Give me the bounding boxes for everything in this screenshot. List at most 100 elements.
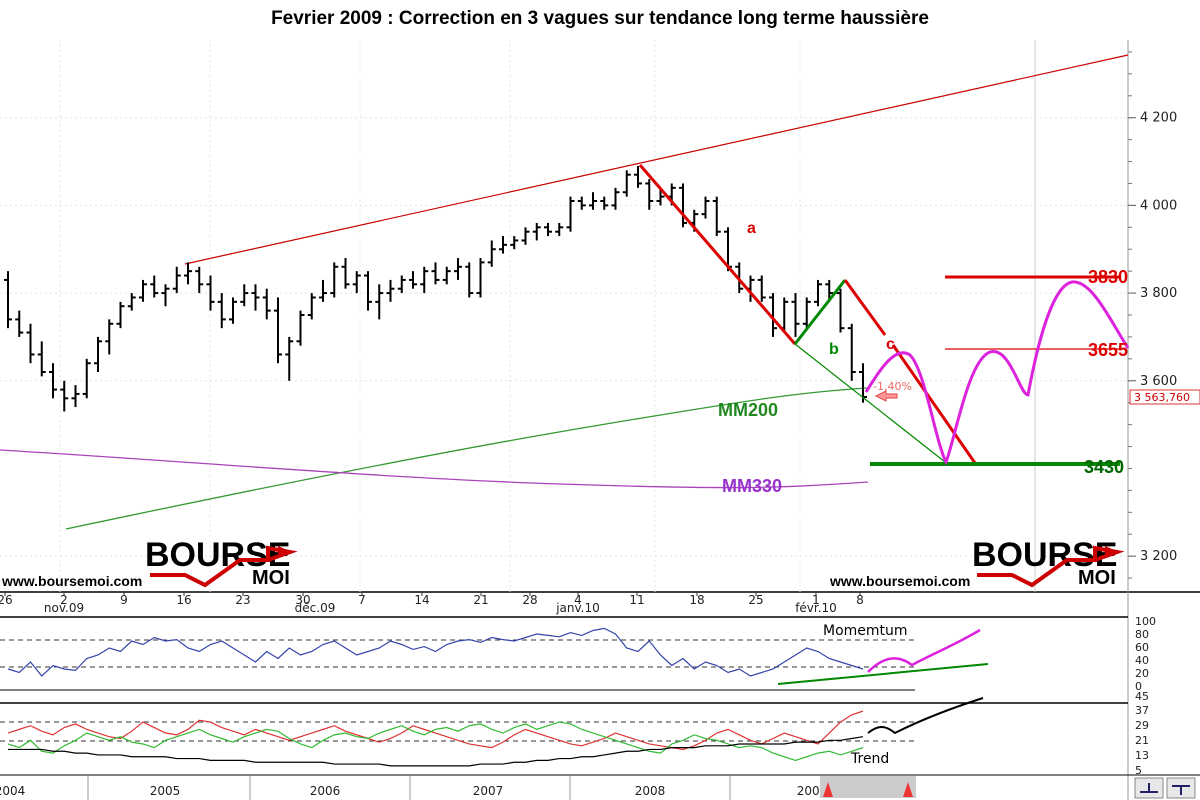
month-label: févr.10	[795, 601, 837, 615]
momentum-tick-label: 60	[1135, 641, 1149, 654]
price-levels	[870, 275, 1120, 466]
price-bar	[409, 271, 417, 289]
zoom-out-button[interactable]	[1166, 777, 1196, 799]
year-label: 2008	[635, 784, 666, 798]
price-bar	[217, 293, 226, 329]
trend-label: Trend	[850, 751, 889, 767]
price-bar	[195, 266, 204, 294]
price-bar	[60, 380, 69, 412]
price-bar	[487, 240, 496, 267]
trend-tick-label: 45	[1135, 690, 1149, 703]
price-bar	[465, 262, 474, 298]
price-bar	[206, 275, 215, 311]
trend-projection	[867, 697, 984, 735]
brand-url-left: www.boursemoi.com	[1, 573, 142, 589]
price-bar	[37, 341, 46, 377]
date-tick-label: 14	[414, 593, 429, 607]
wave-label-c: c	[886, 336, 895, 353]
momentum-tick-label: 40	[1135, 654, 1149, 667]
price-bar	[307, 293, 316, 320]
price-bar	[397, 275, 406, 294]
projection-path	[864, 280, 1130, 466]
price-bar	[139, 279, 147, 302]
date-tick-label: 4	[574, 593, 582, 607]
momentum-projection	[867, 628, 981, 673]
price-bar	[150, 275, 159, 298]
projection-curve	[864, 280, 1130, 466]
grid-lines	[0, 40, 1128, 592]
last-price-arrow-icon	[874, 390, 898, 402]
price-bar	[847, 323, 856, 381]
price-bar	[544, 222, 552, 237]
trend-tick-label: 21	[1135, 734, 1149, 747]
momentum-tick-label: 20	[1135, 667, 1149, 680]
price-bar	[859, 363, 867, 403]
brand-logo-right: BOURSE MOI	[972, 536, 1125, 589]
price-bar	[499, 236, 507, 254]
date-tick-label: 8	[856, 593, 864, 607]
price-bar	[510, 236, 519, 250]
momentum-tick-label: 100	[1135, 615, 1156, 628]
momentum-line	[7, 627, 989, 685]
y-axis: 4 200 4 000 3 800 3 600 3 200	[1128, 51, 1177, 579]
wave-c-projection	[891, 344, 977, 464]
year-label: 2005	[150, 784, 181, 798]
price-bar	[532, 222, 541, 241]
zoom-in-icon	[1140, 783, 1158, 793]
price-bar	[116, 301, 125, 329]
price-bar	[15, 310, 24, 337]
pct-label: -1,40%	[873, 380, 912, 393]
level-3430-label: 3430	[1084, 457, 1124, 477]
momentum-tick-label: 0	[1135, 680, 1142, 693]
trend-series-green	[7, 721, 864, 762]
price-bar	[600, 196, 609, 210]
price-bar	[82, 358, 91, 399]
date-tick-label: 16	[176, 593, 191, 607]
momentum-tick-label: 80	[1135, 628, 1149, 641]
trend-panel: Trend	[0, 702, 1200, 776]
price-bar	[127, 293, 136, 311]
y-tick-label: 3 200	[1140, 549, 1177, 564]
date-tick-label: 7	[358, 593, 366, 607]
date-tick-label: 23	[235, 593, 250, 607]
price-bar	[802, 297, 811, 329]
price-bar	[589, 192, 597, 210]
trend-tick-label: 13	[1135, 749, 1149, 762]
price-bars	[4, 165, 867, 412]
price-bar	[105, 319, 114, 355]
price-bar	[757, 275, 766, 302]
price-bar	[769, 293, 777, 337]
price-bar	[330, 262, 339, 298]
price-bar	[352, 271, 361, 294]
trend-tick-label: 29	[1135, 719, 1149, 732]
price-bar	[521, 227, 530, 245]
year-label: 2009	[797, 784, 828, 798]
price-bar	[442, 266, 451, 285]
momentum-support-line	[777, 663, 989, 685]
wave-label-a: a	[747, 220, 756, 237]
y-tick-label: 3 600	[1140, 374, 1177, 389]
price-bar	[26, 323, 35, 364]
price-bar	[645, 179, 654, 210]
mm330-label: MM330	[722, 476, 782, 496]
brand-sub: MOI	[252, 567, 290, 589]
scroll-right-icon	[903, 782, 913, 797]
price-bar	[712, 196, 721, 237]
chart-title: Fevrier 2009 : Correction en 3 vagues su…	[271, 8, 929, 29]
date-tick-label: 9	[120, 593, 128, 607]
wave-b-line	[793, 279, 847, 345]
price-bar	[555, 222, 564, 237]
price-bar	[161, 284, 170, 307]
level-3655-label: 3655	[1088, 340, 1128, 360]
trend-tick-label: 5	[1135, 764, 1142, 777]
price-bar	[679, 183, 687, 228]
price-bar	[566, 196, 575, 232]
price-bar	[240, 284, 249, 307]
y-tick-label: 4 000	[1140, 198, 1177, 213]
main-panel	[0, 40, 1200, 800]
date-tick-label: 11	[629, 593, 644, 607]
timeline-scrollbar[interactable]	[820, 776, 916, 798]
zoom-in-button[interactable]	[1134, 777, 1164, 799]
